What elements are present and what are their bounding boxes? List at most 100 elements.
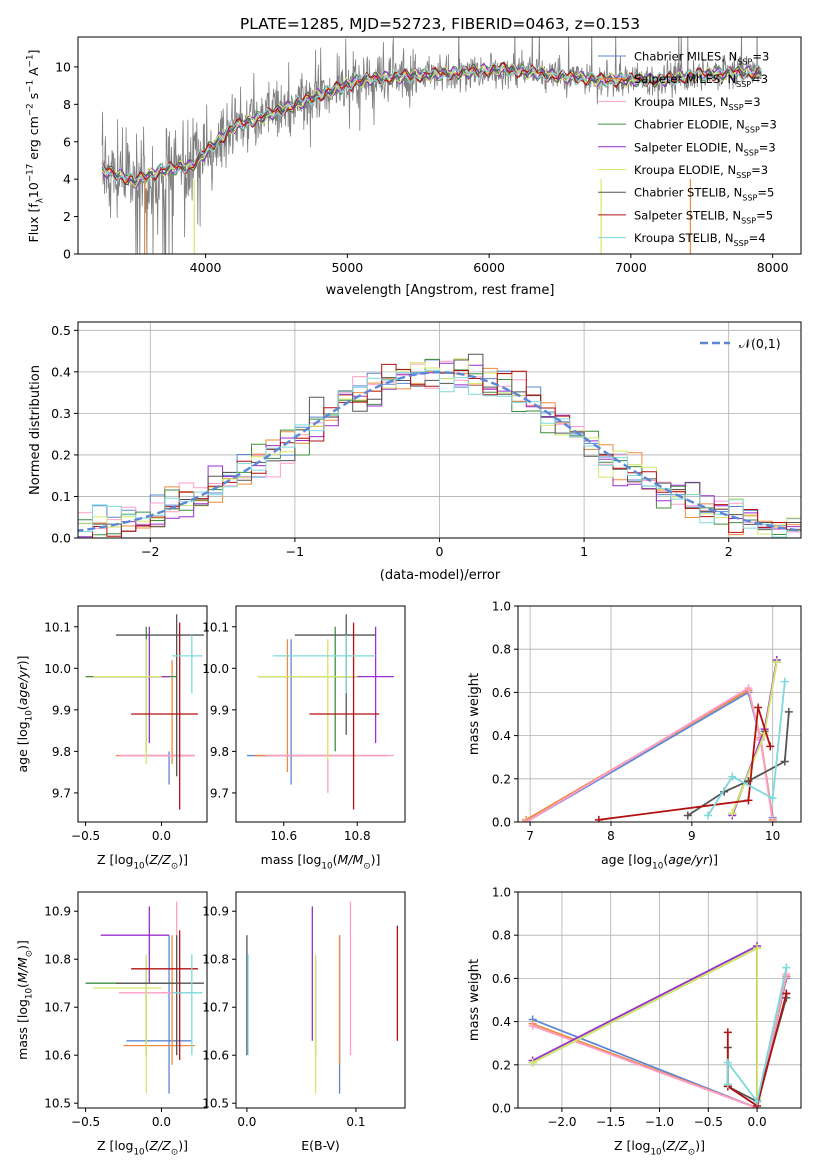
y-tick-label: 10.7 [202, 1001, 229, 1015]
weight-line-salpeter_stelib [598, 707, 772, 821]
y-tick-label: 0.8 [492, 929, 511, 943]
y-tick-label: 10.0 [44, 662, 71, 676]
y-tick-label: 9.8 [52, 745, 71, 759]
legend-label-kroupa_miles: Kroupa MILES, NSSP=3 [634, 95, 761, 112]
weight-marker-kroupa_stelib [780, 677, 789, 686]
x-tick-label: 10 [765, 829, 780, 843]
weight-marker-kroupa_stelib [704, 811, 713, 820]
y-tick-label: 10.1 [44, 620, 71, 634]
weight-marker-kroupa_stelib [723, 1058, 732, 1067]
y-tick-label: 0.3 [51, 406, 71, 421]
weight-line-kroupa_stelib [707, 681, 786, 816]
weight-marker-kroupa_elodie [772, 658, 781, 667]
x-tick-label: −2 [141, 544, 159, 559]
plot-area-mass_vs_ebv [246, 901, 399, 1094]
weight-line-kroupa_miles [532, 973, 788, 1108]
axes-frame [517, 605, 802, 823]
weight-marker-kroupa_miles [768, 818, 777, 822]
x-tick-label: −0.5 [694, 1115, 723, 1129]
plot-area-mass_vs_Z [85, 901, 204, 1094]
y-tick-label: 0.6 [492, 972, 511, 986]
x-tick-label: 0.0 [152, 829, 171, 843]
x-axis-label: age [log10(age/yr)] [601, 852, 718, 871]
x-tick-label: 0 [436, 544, 444, 559]
x-tick-label: −1.5 [596, 1115, 625, 1129]
plot-residual_hist: −2 −1 0 1 2 0.0 0.1 0.2 0.3 0.4 0.5 (data-model)/er… [28, 321, 802, 583]
y-axis-label: Flux [fλ10−17 erg cm−2 s−1 A−1] [25, 50, 45, 243]
axes-frame [235, 891, 406, 1109]
plot-area-mass_weight_vs_age [522, 656, 793, 822]
x-tick-label: 8000 [757, 260, 789, 275]
x-tick-label: 0.0 [152, 1115, 171, 1129]
legend-label-chabrier_miles: Chabrier MILES, NSSP=3 [634, 50, 769, 67]
weight-marker-kroupa_elodie [528, 1058, 537, 1067]
axes-frame [77, 605, 208, 823]
y-tick-label: 1.0 [492, 886, 511, 900]
gaussian-legend-label: 𝒩(0,1) [739, 336, 781, 351]
x-tick-label: −2.0 [547, 1115, 576, 1129]
weight-marker-salpeter_stelib [594, 815, 603, 822]
legend-label-kroupa_stelib: Kroupa STELIB, NSSP=4 [634, 231, 766, 248]
axes-frame [235, 605, 406, 823]
weight-marker-salpeter_stelib [766, 742, 775, 751]
plot-area-spectrum [101, 37, 762, 254]
y-tick-label: 10.7 [44, 1001, 71, 1015]
y-axis-label: mass weight [467, 959, 482, 1041]
y-tick-label: 10.8 [44, 953, 71, 967]
y-tick-label: 9.7 [52, 786, 71, 800]
x-tick-label: 6000 [473, 260, 505, 275]
x-axis-label: Z [log10(Z/Z⊙)] [97, 1138, 188, 1157]
y-tick-label: 6 [63, 134, 71, 149]
x-tick-label: 5000 [331, 260, 363, 275]
axes-frame [77, 36, 802, 255]
legend-label-salpeter_elodie: Salpeter ELODIE, NSSP=3 [634, 140, 776, 157]
legend-label-salpeter_stelib: Salpeter STELIB, NSSP=5 [634, 208, 773, 225]
weight-marker-salpeter_stelib [744, 796, 753, 805]
weight-marker-chabrier_stelib [683, 811, 692, 820]
x-axis-label: E(B-V) [301, 1138, 340, 1153]
gaussian-curve [78, 371, 801, 532]
plot-mass_weight_vs_age: 7 8 9 10 0.0 0.2 0.4 0.6 0.8 1.0 age [log10(age/yr… [467, 600, 802, 871]
spectrum-model-line-kroupa_stelib [101, 61, 762, 185]
plot-mass_weight_vs_Z: −2.0 −1.5 −1.0 −0.5 0.0 0.0 0.2 0.4 0.6 0.8 1.0 Z [… [467, 886, 802, 1157]
x-tick-label: 7000 [615, 260, 647, 275]
y-tick-label: 1.0 [492, 600, 511, 614]
spectrum-model-line-chabrier_elodie [101, 63, 762, 186]
x-tick-label: 0.0 [748, 1115, 767, 1129]
y-tick-label: 0.0 [492, 1102, 511, 1116]
axes-frame [77, 321, 802, 539]
x-tick-label: 10.8 [344, 829, 371, 843]
weight-marker-kroupa_stelib [782, 963, 791, 972]
weight-marker-kroupa_stelib [723, 1080, 732, 1089]
axes-frame [77, 891, 208, 1109]
spectrum-model-line-kroupa_elodie [101, 62, 762, 188]
y-tick-label: 0.4 [51, 364, 71, 379]
y-tick-label: 10.5 [202, 1097, 229, 1111]
weight-marker-chabrier_stelib [780, 757, 789, 766]
x-tick-label: 7 [526, 829, 534, 843]
y-tick-label: 9.7 [210, 786, 229, 800]
weight-line-kroupa_miles [525, 686, 774, 822]
weight-marker-kroupa_stelib [728, 772, 737, 781]
y-tick-label: 8 [63, 97, 71, 112]
y-axis-label: mass weight [467, 673, 482, 755]
y-tick-label: 9.9 [210, 703, 229, 717]
y-tick-label: 0.1 [51, 489, 71, 504]
y-tick-label: 10.8 [202, 953, 229, 967]
plot-area-age_vs_mass [247, 614, 394, 810]
legend-label-chabrier_elodie: Chabrier ELODIE, NSSP=3 [634, 118, 777, 135]
weight-marker-kroupa_miles [522, 818, 531, 822]
plot-age_vs_Z: −0.5 0.0 9.7 9.8 9.9 10.0 10.1 Z [log10(Z/Z⊙)] a… [15, 605, 208, 871]
x-axis-label: Z [log10(Z/Z⊙)] [97, 852, 188, 871]
x-tick-label: 8 [607, 829, 615, 843]
plot-area-residual_hist [78, 353, 801, 538]
y-tick-label: 10.1 [202, 620, 229, 634]
y-tick-label: 0.2 [492, 1058, 511, 1072]
y-tick-label: 0 [63, 247, 71, 262]
x-tick-label: 10.6 [270, 829, 297, 843]
y-tick-label: 0.6 [492, 686, 511, 700]
y-axis-label: mass [log10(M/M⊙)] [15, 940, 34, 1060]
axes-frame [517, 891, 802, 1109]
weight-marker-kroupa_miles [744, 684, 753, 693]
